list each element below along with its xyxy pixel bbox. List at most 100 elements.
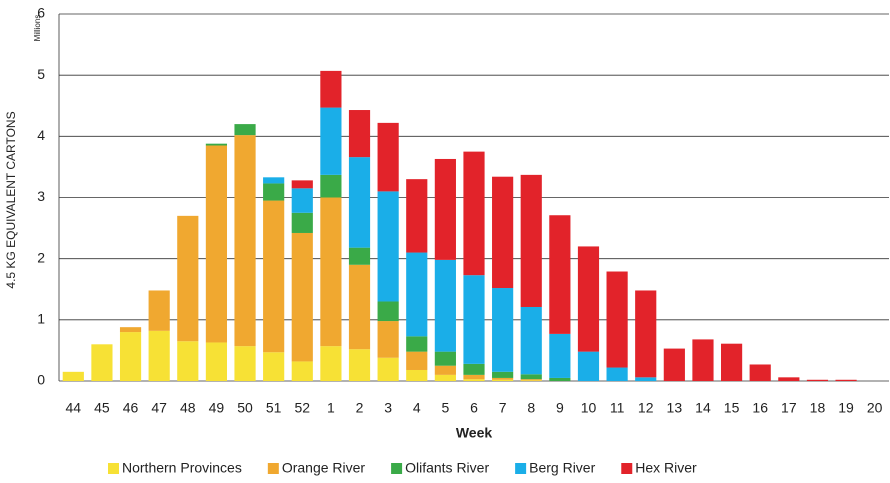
- x-tick-label: 45: [94, 400, 110, 416]
- x-tick-label: 5: [441, 400, 449, 416]
- bar-segment: [320, 70, 342, 108]
- bar-segment: [492, 371, 514, 378]
- legend-swatch: [621, 463, 633, 474]
- x-tick-label: 6: [470, 400, 478, 416]
- bar-segment: [377, 191, 399, 302]
- bar-segment: [119, 332, 142, 381]
- bar-segment: [434, 365, 456, 375]
- bar-segment: [606, 367, 628, 381]
- bar-segment: [348, 110, 371, 158]
- x-tick-label: 9: [556, 400, 564, 416]
- y-tick-label: 5: [37, 66, 45, 82]
- bar-segment: [520, 379, 542, 381]
- x-tick-label: 15: [724, 400, 740, 416]
- x-tick-label: 16: [752, 400, 768, 416]
- bar-segment: [520, 374, 542, 380]
- bar-segment: [348, 157, 371, 248]
- bar-segment: [549, 377, 571, 381]
- bar-segment: [62, 371, 84, 381]
- x-tick-label: 46: [123, 400, 139, 416]
- x-tick-label: 18: [810, 400, 826, 416]
- bar-segment: [291, 212, 313, 233]
- bar-segment: [377, 321, 399, 358]
- x-tick-label: 50: [237, 400, 253, 416]
- bar-segment: [406, 369, 428, 381]
- legend-swatch: [267, 463, 279, 474]
- bar-segment: [406, 179, 428, 253]
- legend-label: Hex River: [635, 460, 697, 476]
- bar-segment: [434, 351, 456, 366]
- bar-segment: [263, 200, 285, 353]
- bar-segment: [463, 374, 485, 380]
- bar-segment: [492, 379, 514, 381]
- bar-segment: [377, 357, 399, 381]
- y-tick-label: 2: [37, 249, 45, 265]
- bar-segment: [492, 176, 514, 289]
- bar-segment: [434, 259, 456, 352]
- bar-segment: [320, 197, 342, 347]
- legend-label: Berg River: [529, 460, 595, 476]
- bar-segment: [205, 145, 228, 343]
- bar-segment: [520, 174, 542, 307]
- x-tick-label: 44: [66, 400, 82, 416]
- bar-segment: [377, 122, 399, 192]
- bar-segment: [291, 180, 313, 189]
- bar-segment: [434, 374, 456, 381]
- y-tick-label: 3: [37, 188, 45, 204]
- x-tick-label: 14: [695, 400, 711, 416]
- y-tick-label: 4: [37, 127, 45, 143]
- bar-segment: [291, 232, 313, 362]
- bar-segment: [635, 290, 657, 378]
- x-tick-label: 12: [638, 400, 654, 416]
- x-axis-label: Week: [456, 425, 493, 441]
- bar-segment: [263, 183, 285, 201]
- bar-segment: [320, 174, 342, 198]
- bar-segment: [406, 351, 428, 370]
- x-tick-label: 52: [294, 400, 310, 416]
- legend-label: Orange River: [282, 460, 366, 476]
- bar-segment: [520, 380, 542, 381]
- bar-segment: [348, 264, 371, 350]
- y-tick-label: 6: [37, 5, 45, 21]
- bar-segment: [348, 247, 371, 265]
- bar-segment: [720, 343, 743, 381]
- legend-swatch: [108, 463, 119, 474]
- bar-segment: [291, 188, 313, 213]
- bar-segment: [549, 333, 571, 378]
- bar-segment: [778, 377, 800, 381]
- x-tick-label: 1: [327, 400, 335, 416]
- bar-segment: [692, 339, 714, 381]
- y-unit-label: Millions: [33, 15, 42, 42]
- x-tick-label: 2: [356, 400, 364, 416]
- bar-segment: [320, 346, 342, 381]
- bar-segment: [205, 143, 228, 146]
- bar-segment: [463, 151, 485, 276]
- x-tick-label: 13: [667, 400, 683, 416]
- bar-segment: [663, 348, 685, 381]
- y-tick-label: 1: [37, 311, 45, 327]
- bar-segment: [749, 364, 771, 381]
- bar-segment: [549, 215, 571, 334]
- bar-segment: [320, 107, 342, 175]
- bar-segment: [234, 124, 256, 136]
- bar-segment: [577, 351, 600, 381]
- bar-segment: [91, 344, 113, 381]
- x-tick-label: 48: [180, 400, 196, 416]
- bar-segment: [434, 158, 456, 260]
- bar-segment: [263, 352, 285, 381]
- bar-segment: [463, 379, 485, 381]
- x-tick-label: 11: [610, 400, 625, 416]
- bar-segment: [234, 135, 256, 347]
- legend-swatch: [515, 463, 527, 474]
- x-tick-label: 4: [413, 400, 421, 416]
- bar-segment: [263, 177, 285, 184]
- bar-segment: [463, 363, 485, 375]
- x-tick-label: 8: [527, 400, 535, 416]
- x-tick-label: 20: [867, 400, 883, 416]
- x-tick-label: 3: [384, 400, 392, 416]
- bar-segment: [635, 377, 657, 381]
- bar-segment: [520, 306, 542, 375]
- bar-segment: [463, 275, 485, 364]
- y-axis-label: 4.5 KG EQUIVALENT CARTONS: [4, 111, 18, 288]
